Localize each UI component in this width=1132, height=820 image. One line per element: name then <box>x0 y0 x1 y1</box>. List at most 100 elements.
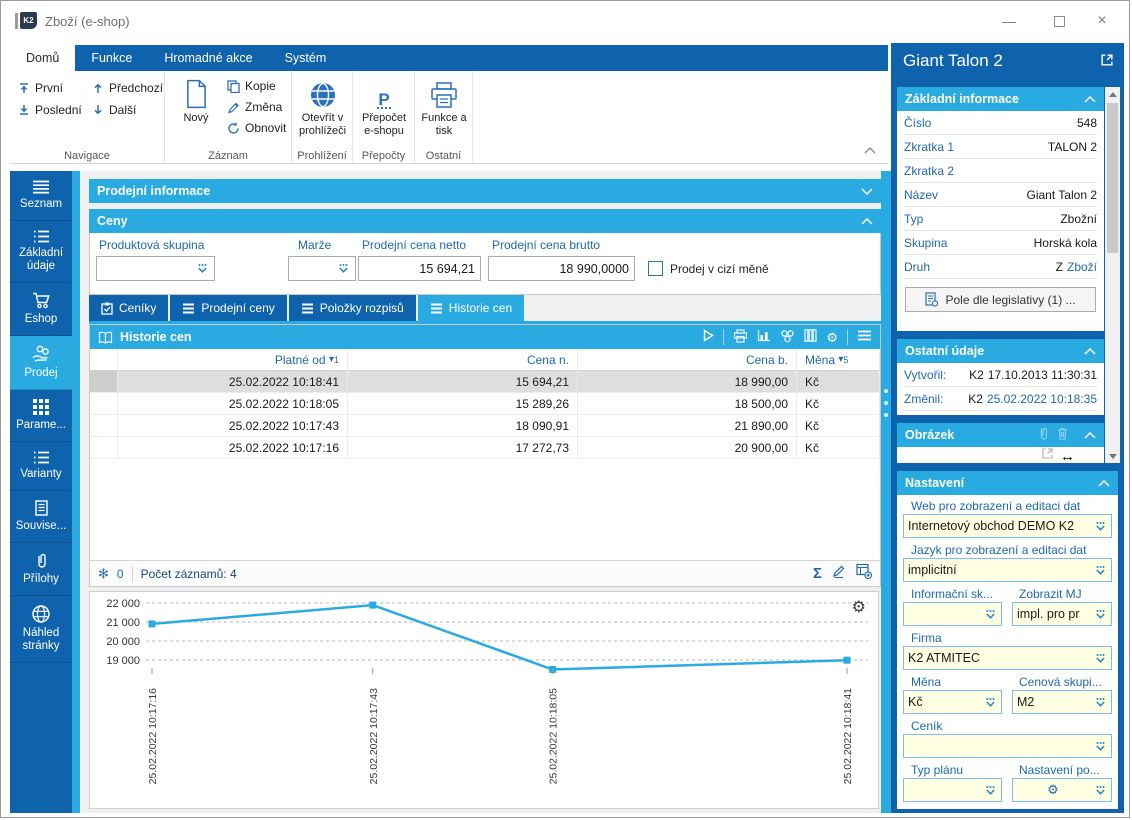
collapse-icon[interactable] <box>1084 347 1096 355</box>
dropdown-icon[interactable] <box>1094 785 1107 796</box>
column-cena-n[interactable]: Cena n. <box>348 349 578 371</box>
ribbon-tab-system[interactable]: Systém <box>284 51 327 65</box>
dropdown-icon[interactable] <box>1094 521 1107 532</box>
table-row[interactable]: 25.02.2022 10:17:16 17 272,73 20 900,00 … <box>90 437 880 459</box>
minimize-button[interactable]: — <box>1002 13 1016 29</box>
refresh-button[interactable]: Obnovit <box>227 121 286 135</box>
sidebar-splitter[interactable] <box>72 171 80 813</box>
expand-icon[interactable] <box>861 187 873 195</box>
dropdown-icon[interactable] <box>1094 741 1107 752</box>
column-platne-od[interactable]: Platné od ▾ 1 <box>118 349 348 371</box>
firma-select[interactable]: K2 ATMITEC <box>903 646 1112 670</box>
mena-select[interactable]: Kč <box>903 690 1002 714</box>
flag-icon[interactable]: ✻ <box>98 565 109 581</box>
edit-icon[interactable] <box>832 564 846 583</box>
dropdown-icon[interactable] <box>1094 697 1107 708</box>
druh-link[interactable]: Zboží <box>1066 259 1097 274</box>
dropdown-icon[interactable] <box>1094 609 1107 620</box>
prodej-v-cizi-mene-checkbox[interactable] <box>648 261 663 276</box>
first-button[interactable]: První <box>18 81 63 95</box>
ribbon-collapse-icon[interactable] <box>864 141 876 159</box>
table-row[interactable]: 25.02.2022 10:18:05 15 289,26 18 500,00 … <box>90 393 880 415</box>
columns-icon[interactable] <box>804 329 817 345</box>
nastaveni-polozek-select[interactable]: ⚙ <box>1012 778 1112 802</box>
next-button[interactable]: Další <box>92 103 136 117</box>
copy-button[interactable]: Kopie <box>227 79 276 93</box>
dropdown-icon[interactable] <box>337 263 350 274</box>
add-record-icon[interactable] <box>856 563 873 584</box>
sidebar-item-parametry[interactable]: Parame... <box>10 390 72 442</box>
sidebar-item-prodej[interactable]: Prodej <box>10 336 72 390</box>
sidebar-item-seznam[interactable]: Seznam <box>10 171 72 221</box>
zobrazit-mj-select[interactable]: impl. pro pr <box>1012 602 1112 626</box>
open-image-icon[interactable] <box>1041 447 1054 465</box>
tab-prodejni-ceny[interactable]: Prodejní ceny <box>170 295 287 321</box>
collapse-icon[interactable] <box>1084 431 1096 439</box>
tab-polozky-rozpisu[interactable]: Položky rozpisů <box>288 295 416 321</box>
cenova-skupina-select[interactable]: M2 <box>1012 690 1112 714</box>
run-icon[interactable] <box>703 329 715 345</box>
marze-select[interactable] <box>288 256 356 281</box>
settings-gear-icon[interactable]: ⚙ <box>826 329 838 345</box>
dropdown-icon[interactable] <box>984 609 997 620</box>
dropdown-icon[interactable] <box>984 785 997 796</box>
new-button[interactable]: Nový <box>173 75 219 125</box>
produktova-skupina-select[interactable] <box>96 256 215 281</box>
collapse-icon[interactable] <box>861 217 873 225</box>
pole-dle-legislativy-button[interactable]: Pole dle legislativy (1) ... <box>905 287 1096 312</box>
cena-netto-field[interactable]: 15 694,21 <box>358 256 481 281</box>
cena-brutto-field[interactable]: 18 990,0000 <box>488 256 635 281</box>
gears-icon[interactable] <box>780 329 795 346</box>
chart-settings-icon[interactable]: ⚙ <box>851 599 866 616</box>
column-mena[interactable]: Měna ▾ 5 <box>797 349 880 371</box>
tab-ceniky[interactable]: Ceníky <box>89 295 169 321</box>
ostatni-udaje-header[interactable]: Ostatní údaje <box>897 339 1104 363</box>
jazyk-select[interactable]: implicitní <box>903 558 1112 582</box>
attach-image-icon[interactable] <box>1038 426 1049 444</box>
close-button[interactable]: × <box>1097 12 1107 29</box>
zakladni-informace-header[interactable]: Základní informace <box>897 87 1104 111</box>
maximize-button[interactable] <box>1044 9 1074 33</box>
scroll-down-icon[interactable] <box>1105 449 1120 463</box>
section-ceny[interactable]: Ceny <box>89 209 881 233</box>
open-in-browser-button[interactable]: Otevřít v prohlížeči <box>292 75 353 138</box>
dropdown-icon[interactable] <box>1094 565 1107 576</box>
open-external-icon[interactable] <box>1100 53 1114 72</box>
cenik-select[interactable] <box>903 734 1112 758</box>
sidebar-item-eshop[interactable]: Eshop <box>10 283 72 336</box>
informacni-skupina-select[interactable] <box>903 602 1002 626</box>
ribbon-tab-funkce[interactable]: Funkce <box>91 51 133 65</box>
tab-historie-cen[interactable]: Historie cen <box>417 295 525 321</box>
table-row[interactable]: 25.02.2022 10:17:43 18 090,91 21 890,00 … <box>90 415 880 437</box>
collapse-icon[interactable] <box>1098 479 1110 487</box>
section-prodejni-informace[interactable]: Prodejní informace <box>89 179 881 203</box>
chart-icon[interactable] <box>757 329 771 345</box>
delete-image-icon[interactable] <box>1057 427 1068 443</box>
table-row[interactable]: 25.02.2022 10:18:41 15 694,21 18 990,00 … <box>90 371 880 393</box>
web-select[interactable]: Internetový obchod DEMO K2 <box>903 514 1112 538</box>
gear-icon[interactable]: ⚙ <box>1047 782 1059 797</box>
nastaveni-header[interactable]: Nastavení <box>897 471 1118 495</box>
sum-icon[interactable]: Σ <box>812 565 822 582</box>
column-cena-b[interactable]: Cena b. <box>578 349 797 371</box>
dropdown-icon[interactable] <box>984 697 997 708</box>
last-button[interactable]: Poslední <box>18 103 82 117</box>
functions-print-button[interactable]: Funkce a tisk <box>415 75 473 138</box>
ribbon-tab-hromadne-akce[interactable]: Hromadné akce <box>164 51 253 65</box>
sidebar-item-nahled-stranky[interactable]: Náhled stránky <box>10 596 72 663</box>
sidebar-item-zakladni-udaje[interactable]: Základní údaje <box>10 221 72 283</box>
dropdown-icon[interactable] <box>196 263 209 274</box>
panel-splitter[interactable] <box>881 171 891 813</box>
previous-button[interactable]: Předchozí <box>92 81 163 95</box>
print-icon[interactable] <box>733 328 748 346</box>
eshop-recalculate-button[interactable]: P Přepočet e-shopu <box>353 75 415 138</box>
typ-planu-select[interactable] <box>903 778 1002 802</box>
menu-icon[interactable] <box>857 330 872 344</box>
edit-button[interactable]: Změna <box>227 100 282 114</box>
collapse-icon[interactable] <box>1084 95 1096 103</box>
sidebar-item-varianty[interactable]: Varianty <box>10 442 72 491</box>
sidebar-item-prilohy[interactable]: Přílohy <box>10 543 72 596</box>
right-panel-scrollbar[interactable] <box>1105 87 1120 463</box>
scrollbar-thumb[interactable] <box>1107 103 1118 253</box>
scroll-up-icon[interactable] <box>1105 87 1120 101</box>
